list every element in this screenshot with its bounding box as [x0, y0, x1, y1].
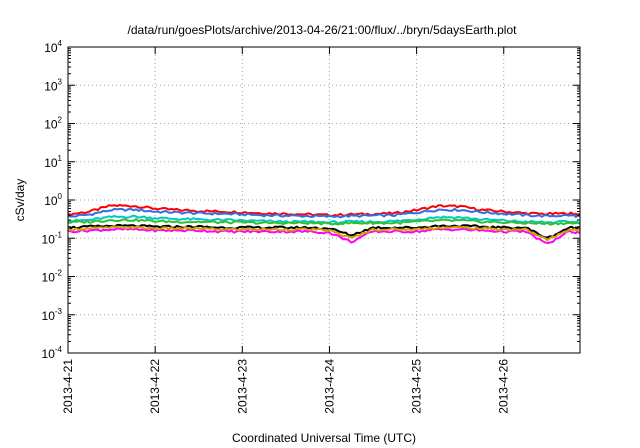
series-line-4: [67, 227, 581, 245]
y-tick-label: 102: [44, 116, 62, 132]
x-tick-label: 2013-4-26: [497, 359, 511, 414]
y-tick-label: 10-3: [42, 307, 63, 323]
chart-series: [67, 204, 581, 245]
y-tick-label: 100: [44, 192, 62, 208]
series-line-6: [67, 225, 581, 242]
x-tick-label: 2013-4-24: [322, 359, 336, 414]
y-tick-label: 101: [44, 154, 62, 170]
x-tick-label: 2013-4-23: [235, 359, 249, 414]
series-line-1: [67, 207, 581, 219]
series-line-3: [67, 218, 581, 226]
chart-title: /data/run/goesPlots/archive/2013-04-26/2…: [128, 23, 518, 37]
y-tick-label: 104: [44, 39, 62, 55]
chart-grid: [68, 47, 580, 353]
y-tick-label: 103: [44, 77, 62, 93]
x-tick-label: 2013-4-21: [61, 359, 75, 414]
y-tick-label: 10-4: [42, 345, 63, 361]
x-tick-label: 2013-4-25: [410, 359, 424, 414]
y-tick-label: 10-1: [42, 230, 63, 246]
x-tick-label: 2013-4-22: [148, 359, 162, 414]
x-tick-labels: 2013-4-21 2013-4-22 2013-4-23 2013-4-24 2013…: [61, 359, 511, 414]
y-tick-labels: 10-4 10-3 10-2 10-1 100 101 102 103 104: [42, 39, 63, 361]
y-axis-label: cSv/day: [13, 179, 27, 222]
chart-ticks: [67, 46, 580, 354]
y-tick-label: 10-2: [42, 269, 63, 285]
x-axis-label: Coordinated Universal Time (UTC): [232, 431, 416, 445]
